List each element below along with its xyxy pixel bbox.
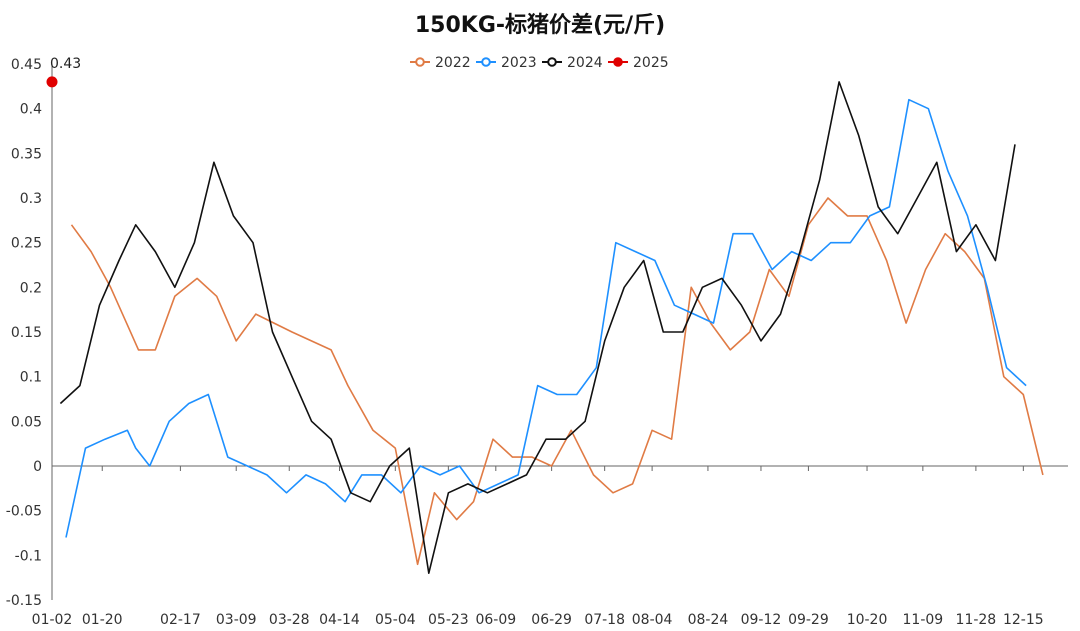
series-line-2023 <box>65 98 1027 538</box>
series-line-2024 <box>59 81 1016 575</box>
y-tick-label: 0.35 <box>11 146 42 162</box>
x-tick-label: 01-02 <box>32 612 73 628</box>
annotation-layer: 0.43 <box>50 56 81 72</box>
y-tick-label: 0.05 <box>11 414 42 430</box>
y-tick-label: 0.45 <box>11 57 42 73</box>
legend-swatch-marker <box>415 57 425 67</box>
x-tick-label: 06-29 <box>531 612 572 628</box>
x-tick-label: 08-24 <box>688 612 729 628</box>
x-tick-label: 05-23 <box>428 612 469 628</box>
x-tick-label: 01-20 <box>82 612 123 628</box>
series-point-2025 <box>46 76 58 88</box>
legend-swatch-marker <box>481 57 491 67</box>
x-tick-label: 02-17 <box>160 612 201 628</box>
y-tick-label: 0.2 <box>20 280 42 296</box>
x-tick-label: 12-15 <box>1003 612 1044 628</box>
data-label-2025: 0.43 <box>50 56 81 72</box>
x-tick-label: 10-20 <box>847 612 888 628</box>
legend-label: 2024 <box>567 55 603 71</box>
legend-item-2025[interactable]: 2025 <box>608 55 669 71</box>
x-tick-label: 08-04 <box>632 612 673 628</box>
y-tick-label: 0 <box>33 459 42 475</box>
y-tick-label: 0.3 <box>20 191 42 207</box>
series-line-2022 <box>70 197 1044 566</box>
chart-title: 150KG-标猪价差(元/斤) <box>415 12 665 38</box>
legend-swatch-marker <box>613 57 623 67</box>
y-tick-label: -0.15 <box>6 593 42 609</box>
x-tick-label: 03-09 <box>216 612 257 628</box>
x-tick-label: 04-14 <box>319 612 360 628</box>
legend-item-2023[interactable]: 2023 <box>476 55 537 71</box>
x-tick-label: 11-09 <box>903 612 944 628</box>
legend-label: 2023 <box>501 55 537 71</box>
x-axis: 01-02 01-20 02-17 03-09 03-28 04-14 05-04 05-23… <box>32 465 1068 628</box>
legend-label: 2025 <box>633 55 669 71</box>
x-tick-label: 09-12 <box>741 612 782 628</box>
y-tick-label: 0.1 <box>20 370 42 386</box>
y-tick-label: 0.4 <box>20 102 42 118</box>
x-tick-label: 06-09 <box>475 612 516 628</box>
x-tick-label: 11-28 <box>956 612 997 628</box>
series-layer <box>46 76 1044 575</box>
x-tick-label: 03-28 <box>269 612 310 628</box>
y-tick-label: 0.15 <box>11 325 42 341</box>
legend-label: 2022 <box>435 55 471 71</box>
x-tick-label: 05-04 <box>375 612 416 628</box>
y-tick-label: -0.1 <box>15 548 42 564</box>
y-axis: -0.15 -0.1 -0.05 0 0.05 0.1 0.15 0.2 0.25 0.3 0.35… <box>6 57 53 609</box>
legend-item-2024[interactable]: 2024 <box>542 55 603 71</box>
y-tick-label: -0.05 <box>6 504 42 520</box>
legend: 2022 2023 2024 2025 <box>410 55 669 71</box>
x-tick-label: 09-29 <box>788 612 829 628</box>
legend-swatch-marker <box>547 57 557 67</box>
y-tick-label: 0.25 <box>11 236 42 252</box>
legend-item-2022[interactable]: 2022 <box>410 55 471 71</box>
x-tick-label: 07-18 <box>584 612 625 628</box>
